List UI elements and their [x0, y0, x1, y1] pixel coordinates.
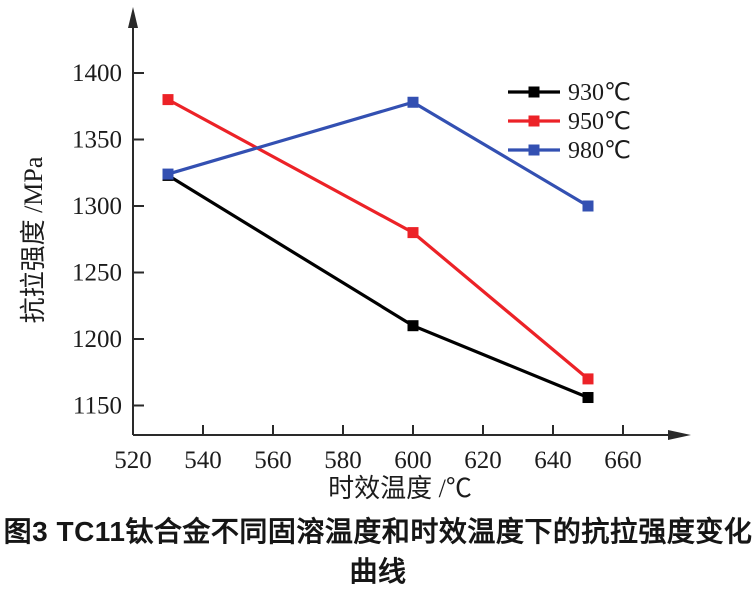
legend-label-930℃: 930℃ [568, 80, 631, 106]
y-tick-label: 1350 [72, 127, 122, 154]
legend-marker-930℃ [528, 86, 540, 98]
y-tick-label: 1300 [72, 193, 122, 220]
series-marker-980℃ [162, 168, 174, 180]
x-axis-title: 时效温度 /℃ [328, 474, 472, 503]
x-tick-label: 540 [184, 447, 222, 474]
legend-marker-950℃ [528, 115, 540, 127]
y-axis-arrow [128, 7, 138, 28]
x-axis-arrow [668, 430, 691, 440]
line-chart: 1150 1200 1250 1300 1350 1400 520 540 560 580 600 6… [19, 7, 691, 503]
x-tick-label: 600 [394, 447, 432, 474]
series-marker-930℃ [582, 392, 594, 404]
series-line-930℃ [167, 174, 589, 400]
x-tick-label: 640 [534, 447, 572, 474]
y-tick-label: 1250 [72, 260, 122, 287]
series-line-950℃ [167, 98, 590, 381]
x-tick-label: 560 [254, 447, 292, 474]
caption-line-1: 图3 TC11钛合金不同固溶温度和时效温度下的抗拉强度变化 [3, 516, 753, 547]
series-marker-930℃ [407, 320, 419, 332]
caption-line-2: 曲线 [349, 556, 407, 587]
series-marker-980℃ [407, 96, 419, 108]
series-marker-980℃ [582, 200, 594, 212]
y-tick-label: 1150 [73, 393, 122, 420]
legend-label-980℃: 980℃ [568, 138, 631, 164]
series-marker-950℃ [407, 227, 419, 239]
x-tick-label: 520 [114, 447, 152, 474]
x-tick-label: 580 [324, 447, 362, 474]
y-tick-label: 1200 [72, 326, 122, 353]
series-marker-950℃ [162, 94, 174, 106]
y-tick-label: 1400 [72, 60, 122, 87]
series-marker-950℃ [582, 373, 594, 385]
x-tick-label: 660 [604, 447, 642, 474]
y-axis-title: 抗拉强度 /MPa [19, 156, 48, 323]
series-line-980℃ [167, 100, 589, 208]
x-tick-label: 620 [464, 447, 502, 474]
legend-marker-980℃ [528, 144, 540, 156]
legend-label-950℃: 950℃ [568, 109, 631, 135]
figure-caption: 图3 TC11钛合金不同固溶温度和时效温度下的抗拉强度变化 曲线 [0, 512, 756, 592]
